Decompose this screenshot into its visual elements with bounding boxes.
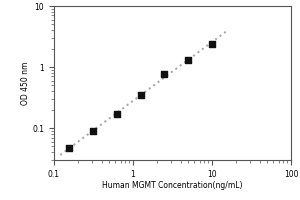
Point: [115, 112, 119, 116]
Point: [186, 58, 190, 62]
Point: [67, 146, 72, 150]
Point: [91, 130, 95, 133]
Point: [162, 72, 167, 75]
X-axis label: Human MGMT Concentration(ng/mL): Human MGMT Concentration(ng/mL): [102, 182, 243, 190]
Point: [210, 42, 214, 45]
Y-axis label: OD 450 nm: OD 450 nm: [20, 61, 29, 105]
Point: [138, 93, 143, 96]
